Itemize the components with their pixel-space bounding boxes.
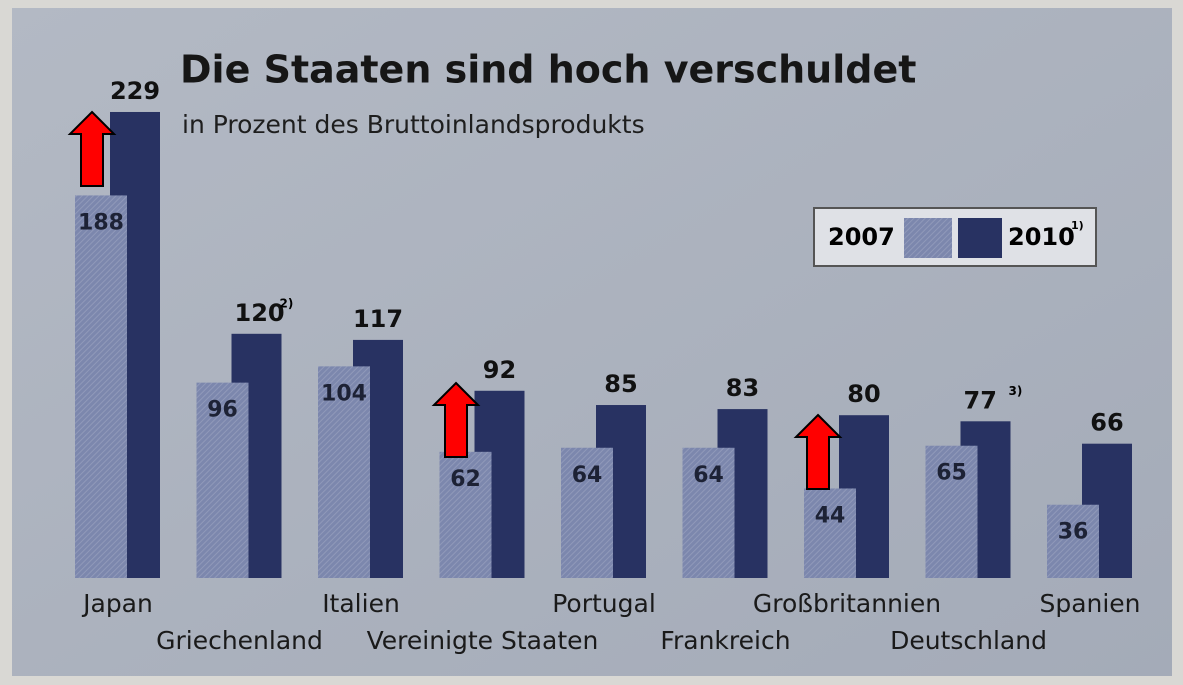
bar-hatch [75,195,127,579]
value-note: 3) [1009,384,1023,398]
x-tick-label: Spanien [1039,589,1140,618]
value-label: 117 [353,305,403,333]
value-label: 36 [1058,520,1089,545]
legend-swatch [958,218,1002,258]
value-label: 104 [321,381,367,406]
value-label: 64 [572,463,603,488]
value-label: 92 [483,356,516,384]
value-label: 64 [693,463,724,488]
x-tick-label: Frankreich [660,626,790,655]
legend-box [813,207,1097,267]
value-label: 83 [726,374,759,402]
x-tick-label: Japan [81,589,153,618]
value-label: 85 [604,370,637,398]
legend-note: 1) [1071,219,1084,232]
bar-hatch [804,488,856,578]
bar-hatch [196,382,249,578]
arrow-annotation [431,381,481,458]
legend-label: 2010 [1008,223,1075,251]
x-tick-label: Griechenland [156,626,323,655]
value-label: 66 [1090,409,1123,437]
value-label: 80 [847,380,880,408]
x-tick-label: Portugal [552,589,656,618]
bar-hatch [439,451,492,578]
legend-swatch [904,218,952,258]
chart-subtitle: in Prozent des Bruttoinlandsprodukts [182,110,645,139]
value-label: 65 [936,461,967,486]
bar-hatch [561,447,613,578]
value-label: 188 [78,210,124,235]
value-label: 62 [450,467,481,492]
value-label: 120 [235,299,285,327]
arrow-annotation [67,110,117,187]
legend-label: 2007 [828,223,895,251]
value-label: 44 [815,503,846,528]
value-label: 77 [964,386,997,414]
bar-hatch [925,445,978,578]
value-note: 2) [280,296,294,310]
x-tick-label: Italien [322,589,400,618]
x-tick-label: Großbritannien [753,589,941,618]
x-tick-label: Deutschland [890,626,1047,655]
value-label: 96 [207,398,238,423]
x-tick-label: Vereinigte Staaten [367,626,599,655]
value-label: 229 [110,77,160,105]
arrow-annotation [793,413,843,490]
bar-hatch [1047,504,1099,578]
chart-title: Die Staaten sind hoch verschuldet [180,48,916,92]
bar-hatch [318,366,370,578]
bar-hatch [682,447,735,578]
